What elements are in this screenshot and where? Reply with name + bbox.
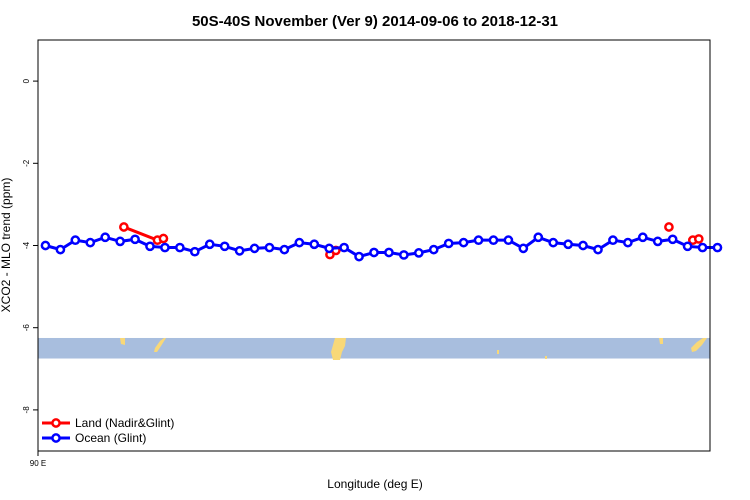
ocean-series-point	[294, 237, 305, 248]
ocean-series-point	[279, 244, 290, 255]
plot-data	[40, 222, 723, 262]
ocean-series-point	[712, 242, 723, 253]
ocean-series-point	[637, 232, 648, 243]
landmass-5	[545, 356, 547, 359]
landmass-4	[497, 350, 499, 354]
landmass-2	[154, 338, 166, 352]
land-series-point	[119, 222, 129, 232]
ocean-series-point	[234, 245, 245, 256]
ocean-series-point	[145, 241, 155, 252]
ocean-series-point	[413, 248, 424, 258]
ocean-series-point	[518, 243, 529, 254]
ocean-series-point	[204, 239, 215, 250]
ocean-series-point	[503, 235, 514, 246]
ocean-series-point	[100, 232, 111, 243]
ocean-band	[38, 337, 710, 359]
ocean-series-point	[339, 242, 349, 253]
ocean-series-point	[189, 246, 200, 257]
ocean-series-line	[45, 235, 718, 259]
ocean-series-point	[533, 232, 544, 243]
ocean-series-point	[548, 237, 559, 248]
ocean-series-point	[428, 244, 439, 255]
ocean-series-point	[443, 238, 454, 249]
x-axis-label: Longitude (deg E)	[327, 477, 422, 491]
map-strip	[38, 337, 710, 360]
ocean-series-point	[652, 236, 663, 247]
y-tick-label: -4	[22, 241, 31, 249]
ocean-series-point	[667, 234, 678, 245]
ocean-series-point	[369, 247, 379, 258]
y-tick-label: -8	[22, 406, 31, 414]
ocean-series-point	[70, 235, 81, 246]
y-tick-label: 0	[22, 78, 31, 83]
ocean-series-point	[682, 241, 693, 252]
ocean-series-point	[264, 242, 275, 253]
legend-label: Ocean (Glint)	[75, 431, 146, 445]
plot-frame	[37, 39, 711, 452]
landmass-7	[691, 338, 707, 352]
ocean-series-point	[219, 241, 230, 252]
land-series-point	[664, 222, 674, 232]
ocean-series-point	[488, 235, 499, 246]
y-tick-label: -2	[22, 159, 31, 167]
legend-label: Land (Nadir&Glint)	[75, 416, 174, 430]
ocean-series-point	[324, 243, 335, 254]
ocean-series-point	[399, 250, 409, 260]
ocean-series-point	[473, 235, 484, 246]
ocean-series-point	[309, 239, 320, 250]
ocean-series-point	[384, 247, 394, 258]
ocean-series-point	[130, 234, 140, 245]
ocean-series-point	[85, 237, 96, 248]
legend-swatch-marker	[51, 418, 61, 428]
chart-title: 50S-40S November (Ver 9) 2014-09-06 to 2…	[192, 13, 558, 30]
land-series-point	[693, 234, 704, 244]
ocean-series-point	[623, 237, 633, 248]
y-axis: 0 -2 -4 -6 -8	[22, 78, 38, 413]
ocean-series-point	[563, 239, 573, 250]
landmass-3	[331, 338, 346, 360]
ocean-series-point	[249, 243, 260, 254]
ocean-series-point	[160, 242, 170, 253]
ocean-series-point	[697, 242, 708, 253]
y-axis-label: XCO2 - MLO trend (ppm)	[0, 178, 13, 313]
ocean-series-point	[40, 240, 51, 251]
legend-swatch-marker	[51, 433, 61, 443]
ocean-series-point	[608, 235, 618, 246]
landmass-6	[659, 338, 663, 344]
ocean-series-point	[115, 236, 125, 247]
legend: Land (Nadir&Glint)Ocean (Glint)	[42, 416, 174, 445]
ocean-series-point	[458, 237, 469, 248]
ocean-series-point	[354, 251, 364, 262]
x-tick-label: 90 E	[30, 459, 46, 468]
landmass-1	[120, 338, 125, 345]
y-tick-label: -6	[22, 324, 31, 332]
ocean-series-point	[175, 242, 185, 253]
ocean-series-point	[593, 244, 603, 255]
land-series-point	[158, 233, 169, 244]
ocean-series-point	[578, 240, 588, 251]
x-axis: 90 E18090 W090 E180	[30, 451, 46, 468]
ocean-series-point	[55, 244, 66, 255]
